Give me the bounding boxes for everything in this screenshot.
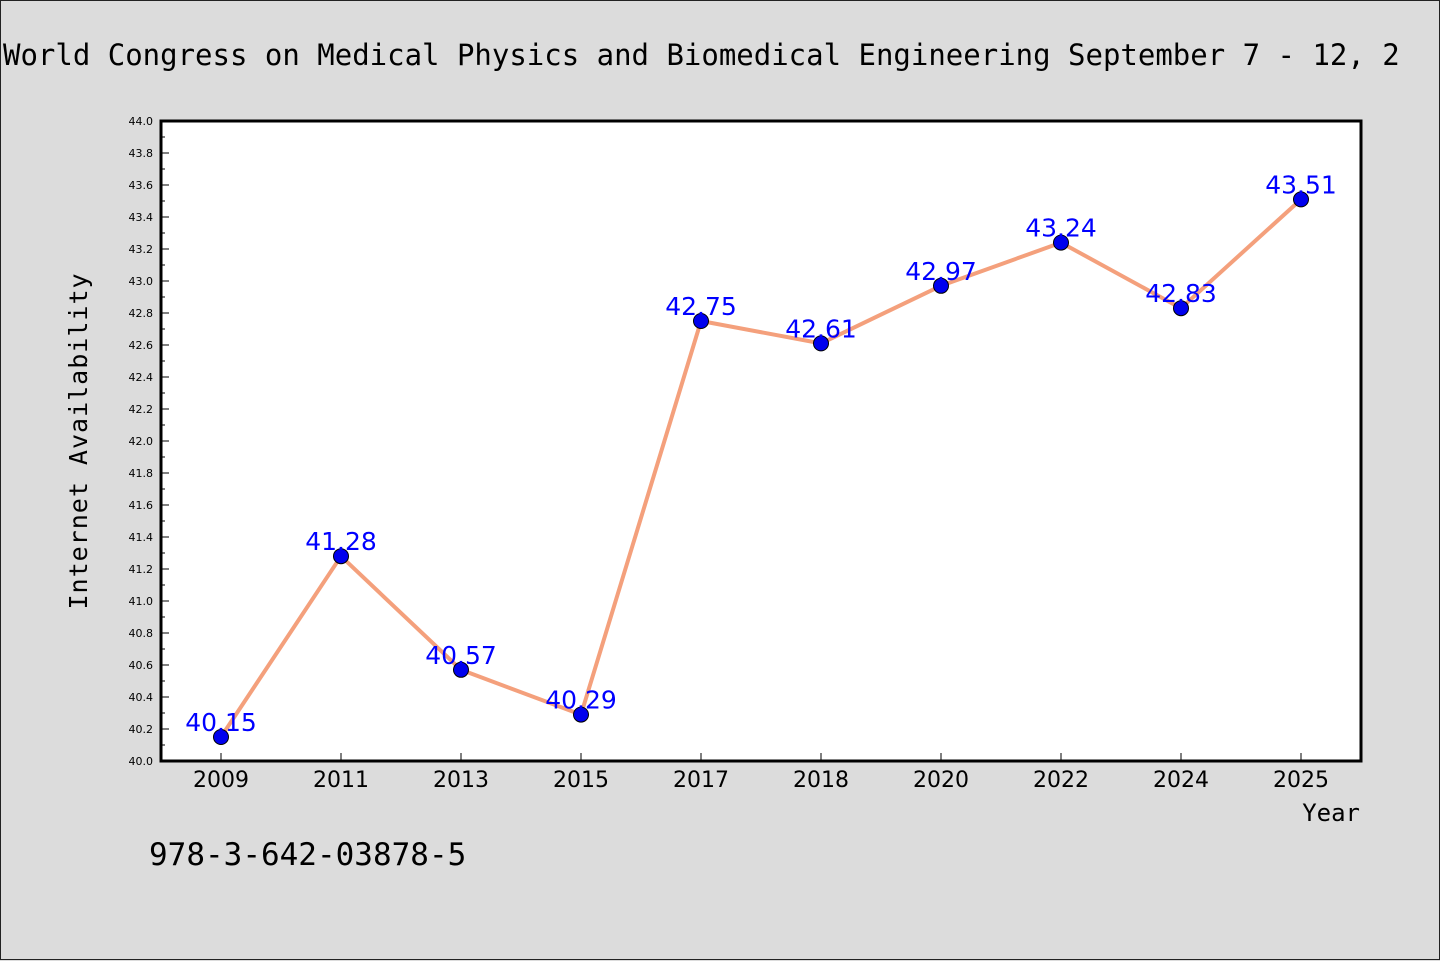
- x-tick-label: 2024: [1153, 768, 1209, 793]
- y-tick-label: 43.4: [129, 211, 154, 224]
- data-label: 42.97: [905, 257, 977, 286]
- data-label: 40.57: [425, 641, 497, 670]
- x-tick-label: 2025: [1273, 768, 1329, 793]
- y-tick-label: 42.4: [129, 371, 154, 384]
- x-tick-label: 2022: [1033, 768, 1089, 793]
- data-label: 43.51: [1265, 170, 1337, 199]
- series-line: [219, 197, 1303, 739]
- y-tick-label: 40.0: [129, 755, 154, 768]
- data-point: [453, 661, 469, 678]
- y-tick-label: 42.8: [129, 307, 154, 320]
- isbn-annotation: 978-3-642-03878-5: [149, 837, 466, 873]
- y-tick-label: 41.4: [129, 531, 154, 544]
- x-tick-label: 2015: [553, 768, 609, 793]
- data-point: [1293, 191, 1309, 208]
- data-point: [213, 729, 229, 745]
- y-tick-label: 41.0: [129, 595, 154, 608]
- data-point: [813, 335, 829, 352]
- x-tick-label: 2018: [793, 768, 849, 793]
- x-tick-label: 2020: [913, 768, 969, 793]
- y-axis-label: Internet Availability: [64, 272, 93, 609]
- y-tick-label: 41.8: [129, 467, 154, 480]
- x-tick-label: 2013: [433, 768, 489, 793]
- x-axis: 2009 2011 2013 2015 2017 2018 2020 2022 2024 2025: [193, 753, 1329, 793]
- y-tick-label: 41.2: [129, 563, 154, 576]
- data-point: [1053, 234, 1069, 251]
- data-point: [573, 706, 589, 723]
- y-tick-label: 44.0: [129, 115, 154, 128]
- data-label: 42.61: [785, 314, 857, 343]
- data-point: [693, 313, 709, 329]
- data-point: [933, 277, 949, 294]
- data-label: 42.75: [665, 292, 737, 321]
- x-tick-label: 2017: [673, 768, 729, 793]
- y-tick-label: 40.2: [129, 723, 154, 736]
- data-label: 41.28: [305, 527, 377, 556]
- y-tick-label: 42.6: [129, 339, 154, 352]
- x-tick-label: 2011: [313, 768, 369, 793]
- y-tick-label: 40.8: [129, 627, 154, 640]
- data-label: 43.24: [1025, 214, 1097, 243]
- y-axis: 40.0 40.2 40.4 40.6 40.8 41.0 41.2 41.4 41.6 41.8…: [129, 115, 169, 768]
- y-tick-label: 40.6: [129, 659, 154, 672]
- y-tick-label: 42.2: [129, 403, 154, 416]
- data-label: 40.15: [185, 708, 257, 737]
- chart-title: World Congress on Medical Physics and Bi…: [3, 38, 1400, 72]
- plot-area: [159, 119, 1363, 763]
- y-tick-label: 43.0: [129, 275, 154, 288]
- data-point: [1173, 300, 1189, 317]
- data-point: [333, 548, 349, 565]
- y-tick-label: 43.2: [129, 243, 154, 256]
- y-tick-label: 43.8: [129, 147, 154, 160]
- x-axis-label: Year: [1302, 799, 1360, 827]
- y-tick-label: 41.6: [129, 499, 154, 512]
- y-tick-label: 42.0: [129, 435, 154, 448]
- y-tick-label: 40.4: [129, 691, 154, 704]
- data-label: 40.29: [545, 686, 617, 715]
- series-layer: 40.15 41.28 40.57 40.29 42.75 42.61 42.97 43.24…: [185, 170, 1337, 745]
- data-label: 42.83: [1145, 279, 1217, 308]
- x-tick-label: 2009: [193, 768, 249, 793]
- y-tick-label: 43.6: [129, 179, 154, 192]
